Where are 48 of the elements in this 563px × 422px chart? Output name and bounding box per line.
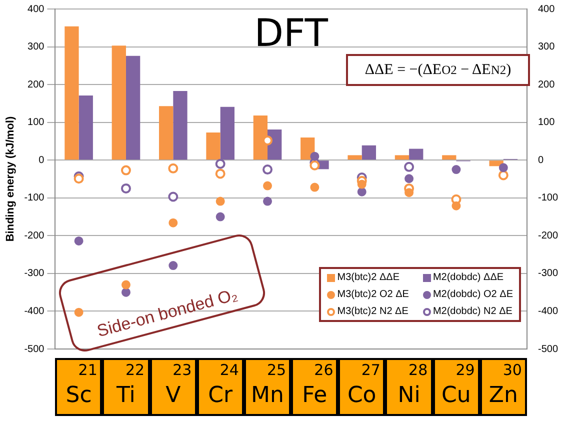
x-tick-label: Co — [346, 383, 378, 408]
text: 22 — [125, 361, 145, 379]
text: 24 — [220, 361, 239, 379]
y2-tick-label: 300 — [538, 42, 556, 53]
y-tick-label: -100 — [24, 192, 45, 204]
legend-label: M2(dobdc) O2 ΔE — [432, 289, 513, 300]
x-tick-label: Ti — [116, 383, 136, 408]
y-tick-label: 300 — [28, 42, 45, 53]
text: 29 — [456, 361, 475, 379]
y2-tick-label: -500 — [538, 344, 558, 355]
text: 28 — [408, 361, 428, 379]
y2-tick-label: -100 — [538, 192, 558, 204]
chart-title: DFT — [253, 11, 329, 55]
x-tick-label: Ni — [396, 383, 422, 408]
legend-label: M2(dobdc) ΔΔE — [432, 272, 504, 283]
y2-tick-label: -300 — [538, 268, 558, 280]
y2-tick-label: -400 — [538, 306, 558, 317]
x-tick-label: Mn — [250, 383, 285, 408]
y-tick-label: -300 — [24, 268, 45, 280]
y2-tick-label: 100 — [538, 117, 556, 128]
x-tick-label: Sc — [64, 383, 93, 408]
y-tick-label: -400 — [24, 306, 45, 317]
y-tick-label: 100 — [28, 117, 45, 128]
y-tick-label: -500 — [24, 344, 45, 355]
text: 21 — [78, 361, 98, 379]
y-axis-title: Binding energy (kJ/mol) — [4, 116, 17, 242]
y-tick-label: -200 — [24, 230, 45, 242]
legend-label: M2(dobdc) N2 ΔE — [432, 306, 512, 317]
x-tick-label: Zn — [488, 383, 519, 408]
text: 23 — [172, 361, 192, 379]
x-tick-label: V — [164, 383, 182, 408]
legend-label: M3(btc)2 ΔΔE — [337, 272, 400, 283]
y2-tick-label: 400 — [538, 4, 556, 15]
legend-label: M3(btc)2 O2 ΔE — [337, 289, 409, 300]
text: 27 — [361, 361, 380, 379]
text: 26 — [314, 361, 334, 379]
y-tick-label: 400 — [28, 4, 45, 15]
x-tick-label: Cu — [440, 383, 472, 408]
y2-tick-label: 200 — [538, 79, 556, 90]
y2-tick-label: 0 — [538, 154, 544, 166]
text: 30 — [502, 361, 522, 379]
y-tick-label: 200 — [28, 79, 45, 90]
x-tick-label: Cr — [207, 383, 234, 408]
text: 25 — [267, 361, 286, 379]
legend-label: M3(btc)2 N2 ΔE — [337, 306, 408, 317]
y2-tick-label: -200 — [538, 230, 558, 242]
x-tick-label: Fe — [301, 383, 328, 408]
y-tick-label: 0 — [38, 154, 45, 166]
